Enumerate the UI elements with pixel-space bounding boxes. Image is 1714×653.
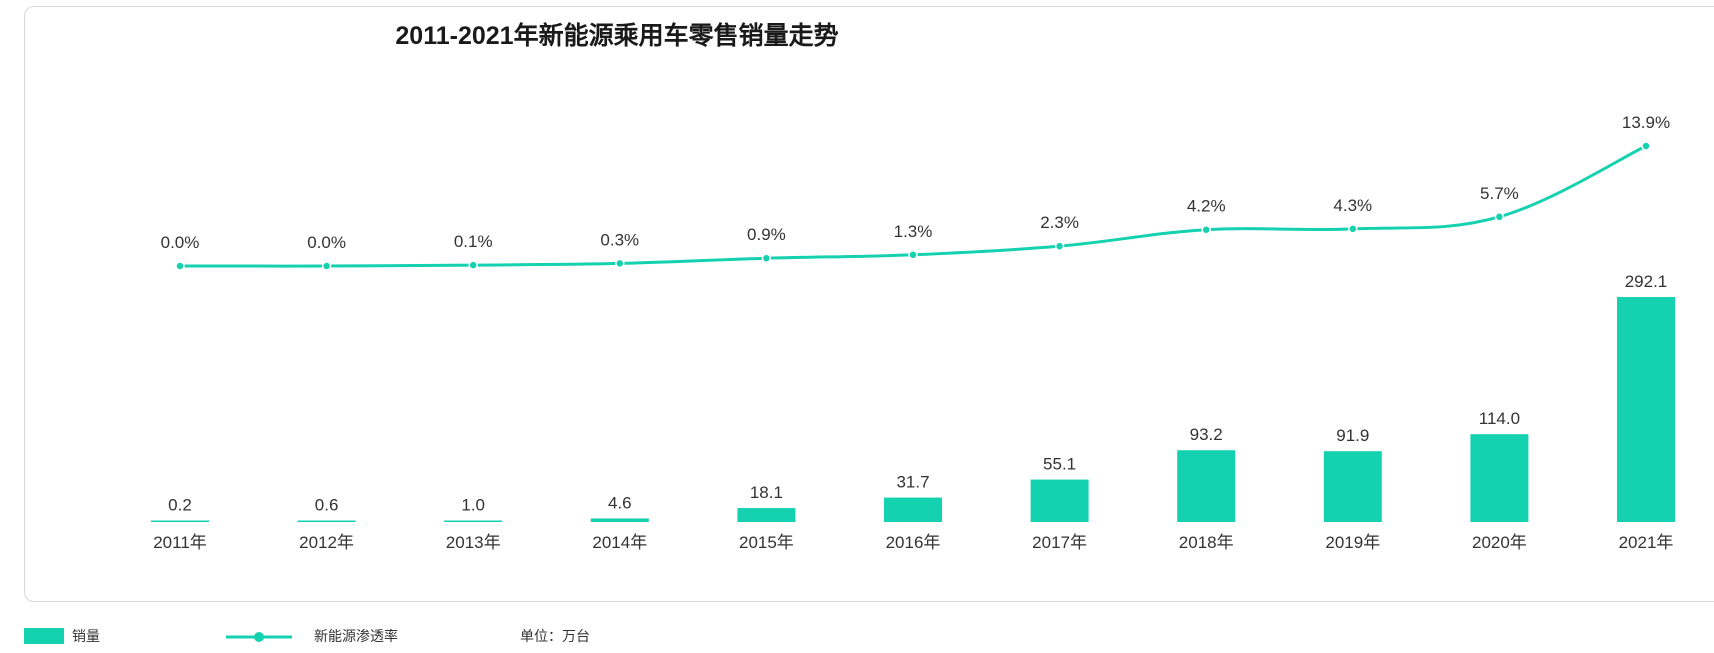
x-axis: 2011年 2012年 2013年 2014年 2015年 2016年 2017年 2018年… [153,533,1673,552]
bar [1323,451,1382,522]
bar [1177,450,1236,522]
line-point [175,261,185,271]
bar [737,508,796,522]
x-tick-label: 2018年 [1179,533,1234,552]
line-value-label: 0.0% [161,233,200,252]
line-layer: 0.0% 0.0% 0.1% 0.3% 0.9% 1.3% 2.3% 4.2% 4.3% 5.7%… [161,113,1670,271]
line-point [1641,141,1651,151]
x-tick-label: 2011年 [153,533,207,552]
line-value-label: 0.9% [747,225,786,244]
bar-value-label: 91.9 [1336,426,1369,445]
x-tick-label: 2021年 [1619,533,1674,552]
line-value-label: 2.3% [1040,213,1079,232]
bar-value-label: 18.1 [750,483,783,502]
bar [1617,297,1675,522]
line-point [1348,224,1358,234]
bar-value-label: 1.0 [461,496,485,515]
x-tick-label: 2020年 [1472,533,1527,552]
line-value-label: 1.3% [894,222,933,241]
x-tick-label: 2013年 [446,533,501,552]
bar-value-label: 31.7 [896,473,929,492]
line-value-label: 4.2% [1187,197,1226,216]
legend-line-swatch [226,632,292,642]
bar-value-label: 0.6 [315,496,339,515]
bar-value-label: 114.0 [1479,409,1520,428]
bar-value-label: 4.6 [608,493,632,512]
line-value-label: 0.1% [454,232,493,251]
line-point [761,253,772,263]
bar-value-label: 292.1 [1625,272,1668,291]
bar [444,520,503,522]
bar [151,520,209,522]
chart-title: 2011-2021年新能源乘用车零售销量走势 [395,22,839,50]
line-point [1494,212,1505,222]
bar-value-label: 93.2 [1190,425,1223,444]
bar-value-label: 0.2 [168,496,192,515]
legend-line-label: 新能源渗透率 [314,628,398,644]
bar [297,520,356,522]
bars-layer: 0.2 0.6 1.0 4.6 18.1 31.7 55.1 93.2 91.9 114.0 292… [151,272,1675,522]
line-value-label: 0.3% [600,230,639,249]
legend-bar-label: 销量 [72,628,100,644]
x-tick-label: 2017年 [1032,533,1087,552]
bar [884,497,942,522]
combo-chart: 0.2 0.6 1.0 4.6 18.1 31.7 55.1 93.2 91.9 114.0 292… [151,113,1675,552]
line-point [1054,241,1065,251]
x-tick-label: 2019年 [1325,533,1380,552]
line-point [468,260,478,270]
x-tick-label: 2015年 [739,533,794,552]
unit-label: 单位：万台 [520,628,590,644]
x-tick-label: 2016年 [886,533,941,552]
line-value-label: 4.3% [1333,196,1372,215]
x-tick-label: 2012年 [299,533,354,552]
chart-panel [24,6,1714,602]
x-tick-label: 2014年 [592,533,647,552]
bar [590,518,649,522]
line-point [1201,224,1211,235]
legend-bar-swatch [24,628,64,644]
line-point [321,261,332,271]
line-point [615,258,625,269]
bar-value-label: 55.1 [1043,455,1076,474]
bar [1030,479,1089,522]
line-value-label: 5.7% [1480,184,1519,203]
line-point [908,250,918,260]
bar [1470,434,1529,522]
line-value-label: 0.0% [307,233,346,252]
penetration-line [179,144,1647,268]
line-value-label: 13.9% [1622,113,1670,132]
